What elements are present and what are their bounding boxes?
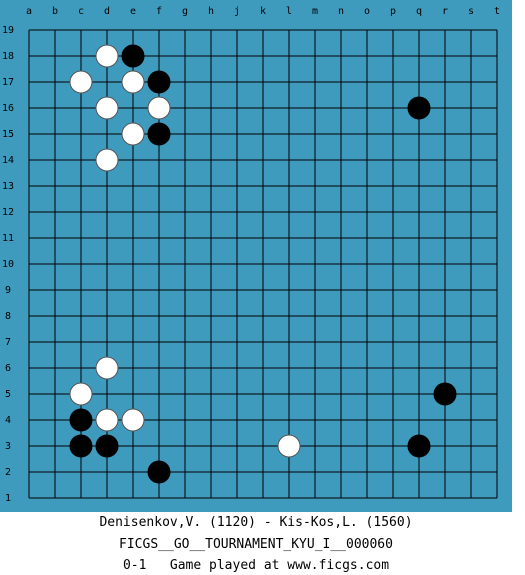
row-label: 19 — [2, 25, 14, 36]
column-label: d — [104, 6, 110, 17]
column-label: q — [416, 6, 422, 17]
stone — [69, 70, 93, 94]
stone — [69, 434, 93, 458]
column-label: j — [234, 6, 240, 17]
stone — [407, 96, 431, 120]
stone — [95, 96, 119, 120]
row-label: 15 — [2, 129, 14, 140]
row-label: 9 — [5, 285, 11, 296]
column-label: s — [468, 6, 474, 17]
stone — [433, 382, 457, 406]
row-label: 6 — [5, 363, 11, 374]
row-label: 14 — [2, 155, 14, 166]
column-label: m — [312, 6, 318, 17]
row-label: 1 — [5, 493, 11, 504]
stone — [95, 408, 119, 432]
column-label: k — [260, 6, 266, 17]
row-label: 2 — [5, 467, 11, 478]
row-label: 8 — [5, 311, 11, 322]
row-label: 5 — [5, 389, 11, 400]
column-label: r — [442, 6, 448, 17]
stone — [95, 44, 119, 68]
stone — [147, 460, 171, 484]
row-label: 16 — [2, 103, 14, 114]
column-label: f — [156, 6, 162, 17]
row-label: 13 — [2, 181, 14, 192]
column-label: l — [286, 6, 292, 17]
result: 0-1 Game played at www.ficgs.com — [122, 558, 390, 573]
column-label: e — [130, 6, 136, 17]
column-label: o — [364, 6, 370, 17]
stone — [121, 122, 145, 146]
stone — [407, 434, 431, 458]
stone — [95, 148, 119, 172]
column-label: a — [26, 6, 32, 17]
event: FICGS__GO__TOURNAMENT_KYU_I__000060 — [119, 537, 393, 552]
row-label: 11 — [2, 233, 14, 244]
stone — [277, 434, 301, 458]
column-label: g — [182, 6, 188, 17]
row-label: 17 — [2, 77, 14, 88]
row-label: 10 — [2, 259, 14, 270]
stone — [95, 356, 119, 380]
column-label: p — [390, 6, 396, 17]
row-label: 12 — [2, 207, 14, 218]
stone — [69, 408, 93, 432]
stone — [147, 70, 171, 94]
players: Denisenkov,V. (1120) - Kis-Kos,L. (1560) — [99, 515, 413, 530]
row-label: 18 — [2, 51, 14, 62]
row-label: 4 — [5, 415, 11, 426]
stone — [69, 382, 93, 406]
stone — [147, 96, 171, 120]
column-label: c — [78, 6, 84, 17]
stone — [95, 434, 119, 458]
column-label: n — [338, 6, 344, 17]
go-board: a b c d e f g h j k l m n o p q r s t191817161514131211109… — [0, 0, 512, 512]
column-label: t — [494, 6, 500, 17]
column-label: b — [52, 6, 58, 17]
stone — [121, 70, 145, 94]
column-label: h — [208, 6, 214, 17]
stone — [121, 44, 145, 68]
row-label: 7 — [5, 337, 11, 348]
row-label: 3 — [5, 441, 11, 452]
stone — [147, 122, 171, 146]
stone — [121, 408, 145, 432]
